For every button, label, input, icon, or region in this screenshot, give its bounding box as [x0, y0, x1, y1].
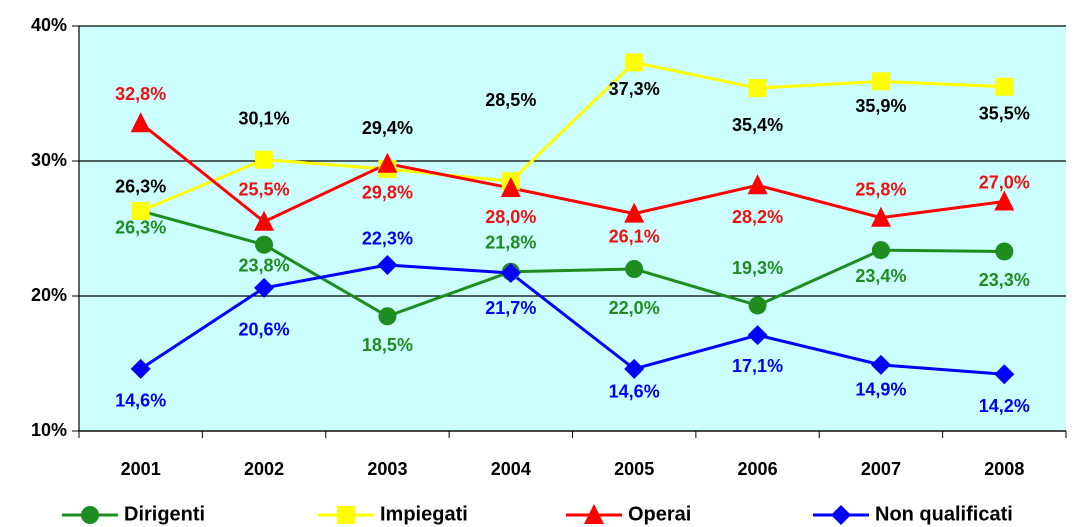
data-point: [130, 358, 151, 379]
x-tick-label: 2005: [614, 459, 654, 479]
data-label: 14,6%: [115, 391, 166, 411]
data-point: [625, 53, 644, 72]
legend-label: Operai: [628, 503, 691, 525]
series-line: [139, 263, 1005, 376]
data-point: [500, 263, 521, 284]
data-point: [255, 235, 274, 254]
legend-marker: [831, 505, 851, 525]
data-point: [625, 260, 644, 278]
y-tick-label: 40%: [31, 15, 67, 35]
x-tick-label: 2001: [121, 459, 161, 479]
data-label: 37,3%: [609, 79, 660, 99]
y-tick-label: 10%: [31, 420, 67, 440]
x-tick-label: 2008: [984, 459, 1024, 479]
data-point: [500, 177, 521, 197]
data-label: 14,9%: [855, 380, 906, 400]
data-point: [994, 190, 1015, 211]
data-point: [994, 364, 1015, 385]
data-label: 26,1%: [609, 226, 660, 246]
y-tick-label: 30%: [31, 150, 67, 170]
data-point: [748, 296, 767, 315]
data-point: [254, 210, 275, 231]
x-tick-label: 2007: [861, 459, 901, 479]
plot-area: [79, 26, 1066, 431]
data-point: [871, 241, 890, 260]
legend-marker: [81, 506, 99, 524]
data-point: [995, 242, 1014, 261]
data-label: 35,9%: [855, 96, 906, 116]
data-label: 25,8%: [855, 179, 906, 199]
data-label: 35,5%: [979, 104, 1030, 124]
data-point: [995, 77, 1014, 96]
data-point: [747, 174, 768, 195]
data-label: 23,4%: [855, 266, 906, 286]
y-tick-label: 20%: [31, 285, 67, 305]
data-label: 28,5%: [485, 90, 536, 110]
data-label: 32,8%: [115, 84, 166, 104]
data-point: [377, 152, 398, 173]
x-tick-label: 2002: [244, 459, 284, 479]
legend-label: Dirigenti: [124, 503, 205, 525]
series-line: [139, 122, 1005, 224]
data-point: [748, 79, 767, 98]
data-label: 35,4%: [732, 115, 783, 135]
data-label: 19,3%: [732, 258, 783, 278]
data-point: [254, 277, 275, 298]
legend-marker: [337, 506, 355, 524]
legend-label: Impiegati: [380, 503, 468, 525]
data-label: 29,4%: [362, 118, 413, 138]
data-label: 14,2%: [979, 396, 1030, 416]
legend-label: Non qualificati: [875, 503, 1013, 525]
data-label: 23,3%: [979, 270, 1030, 290]
data-label: 26,3%: [115, 177, 166, 197]
x-tick-label: 2004: [491, 459, 531, 479]
data-point: [378, 307, 397, 326]
data-point: [255, 150, 274, 169]
data-label: 26,3%: [115, 218, 166, 238]
data-label: 14,6%: [609, 382, 660, 402]
data-point: [624, 358, 645, 379]
series-line: [140, 60, 1005, 213]
data-point: [870, 206, 891, 227]
data-point: [377, 254, 398, 275]
data-label: 21,8%: [485, 232, 536, 252]
data-label: 22,3%: [362, 229, 413, 249]
data-label: 30,1%: [239, 108, 290, 128]
data-label: 23,8%: [239, 255, 290, 275]
x-tick-label: 2006: [738, 459, 778, 479]
data-point: [131, 201, 150, 220]
data-label: 20,6%: [239, 320, 290, 340]
data-label: 18,5%: [362, 335, 413, 355]
data-label: 25,5%: [239, 180, 290, 200]
data-point: [871, 72, 890, 91]
data-label: 27,0%: [979, 172, 1030, 192]
data-point: [747, 325, 768, 346]
data-point: [130, 112, 151, 133]
data-label: 22,0%: [609, 298, 660, 318]
data-point: [870, 354, 891, 375]
data-point: [624, 202, 645, 223]
data-label: 29,8%: [362, 182, 413, 202]
legend-marker: [584, 504, 604, 524]
data-label: 17,1%: [732, 356, 783, 376]
x-tick-label: 2003: [367, 459, 407, 479]
data-label: 28,2%: [732, 207, 783, 227]
data-label: 21,7%: [485, 298, 536, 318]
data-label: 28,0%: [485, 207, 536, 227]
series-line: [140, 209, 1005, 318]
